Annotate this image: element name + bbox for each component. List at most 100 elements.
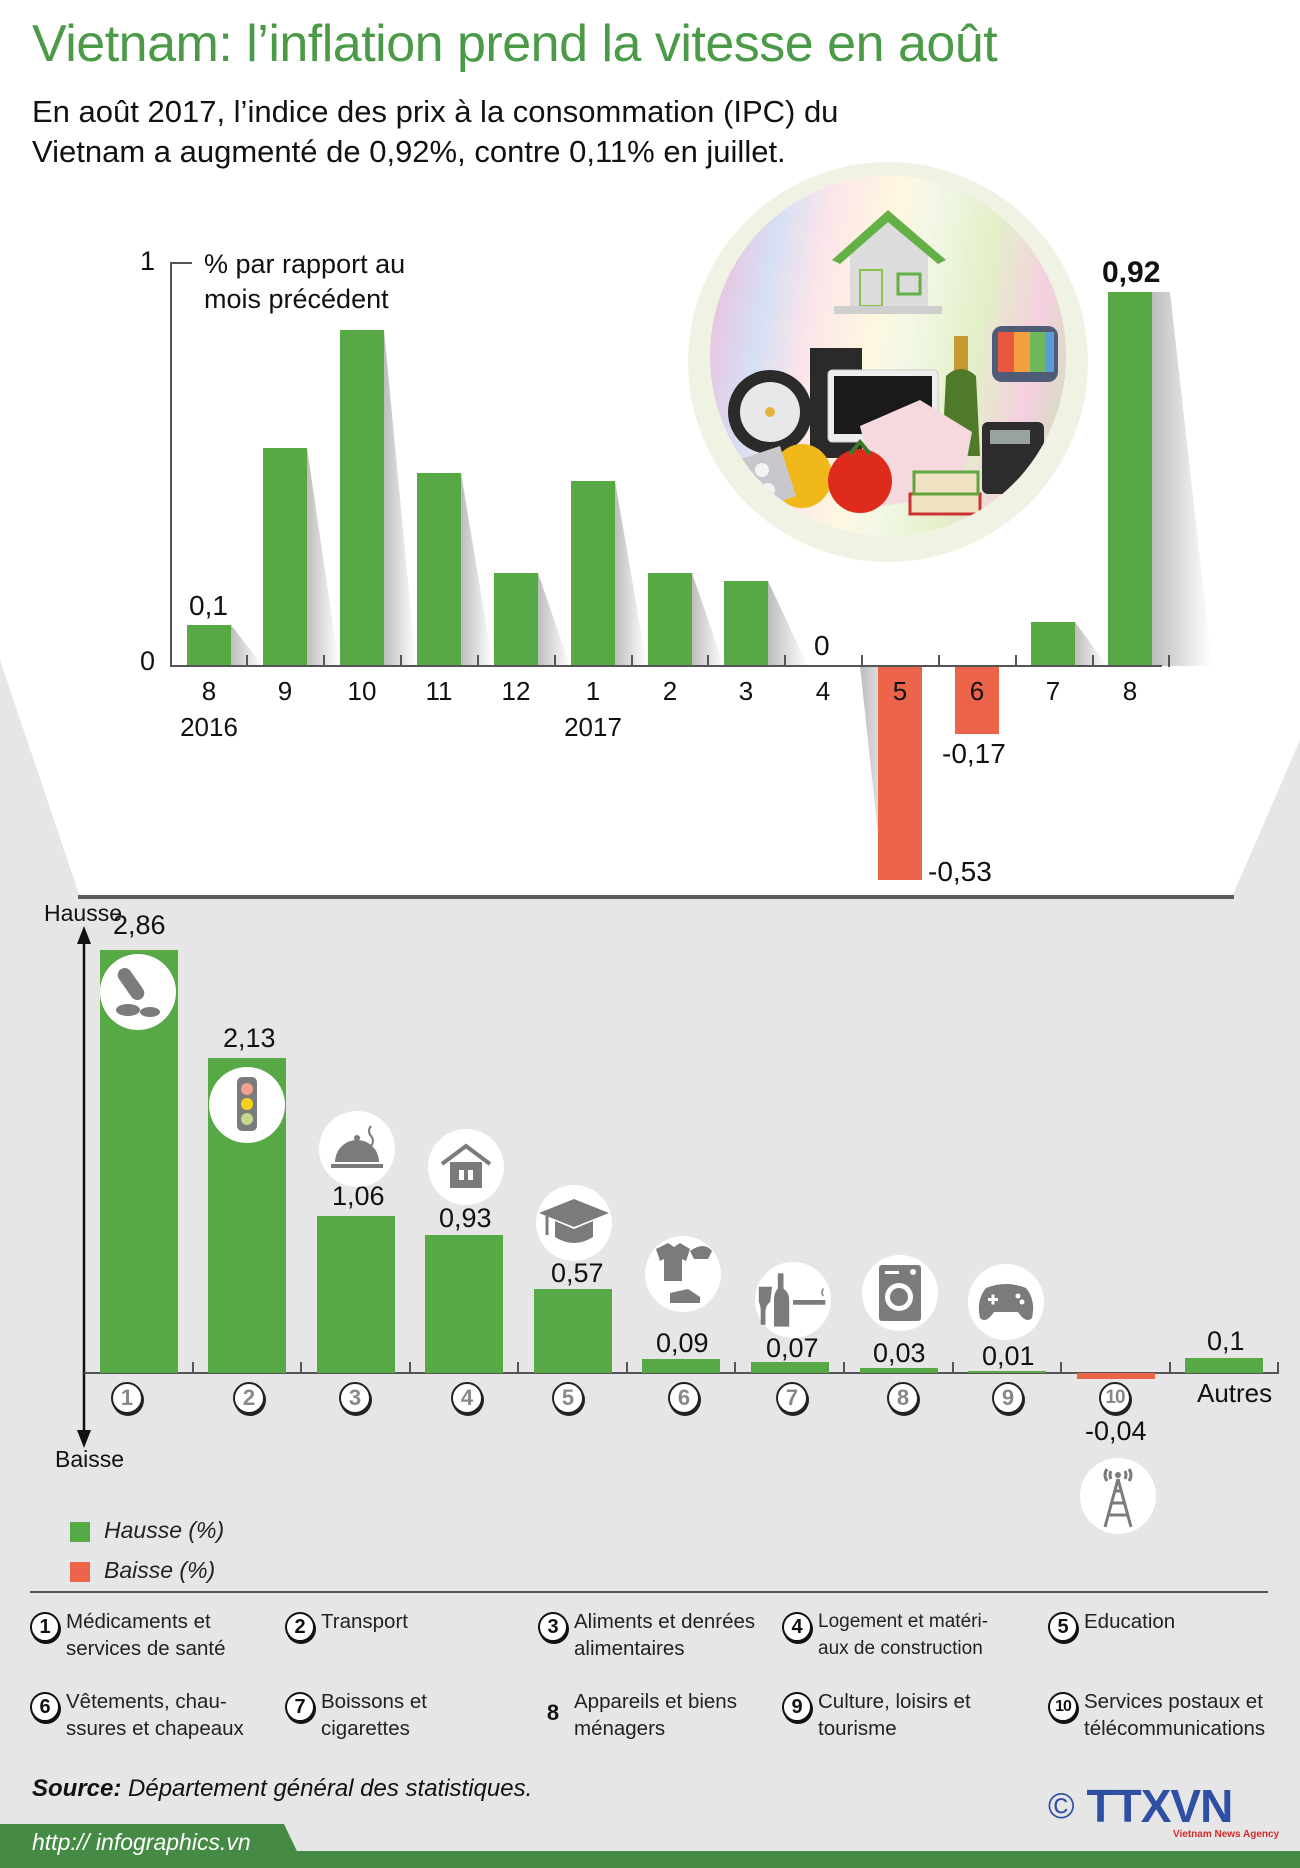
bar-2016-10 <box>340 330 384 666</box>
pills-icon <box>100 954 176 1030</box>
unit-label-line-2: mois précédent <box>204 284 389 314</box>
year-label-2016: 2016 <box>180 712 238 742</box>
axis-up-label: Hausse <box>44 900 122 926</box>
category-key-number: 7 <box>285 1692 315 1722</box>
axis-down-label: Baisse <box>55 1446 125 1472</box>
category-key-line-1: Appareils et biens <box>574 1690 737 1713</box>
gamepad-icon <box>968 1264 1044 1340</box>
category-key-line-1: Services postaux et <box>1084 1690 1263 1713</box>
clothes-icon <box>645 1236 721 1312</box>
category-badge-4: 4 <box>451 1382 483 1414</box>
category-key-number: 8 <box>546 1700 560 1725</box>
x-tick <box>1168 655 1170 667</box>
x-tick <box>1169 1362 1171 1374</box>
month-label: 9 <box>277 676 293 706</box>
bar-category-3 <box>317 1216 395 1373</box>
x-tick <box>1015 655 1017 667</box>
category-key-number: 2 <box>285 1612 315 1642</box>
x-tick <box>952 1362 954 1374</box>
website-link[interactable]: http:// infographics.vn <box>32 1829 251 1855</box>
category-key-6: 6 Vêtements, chau-ssures et chapeaux <box>30 1688 244 1742</box>
source-note: Source: Département général des statisti… <box>32 1775 532 1803</box>
year-label-2017: 2017 <box>564 712 622 742</box>
y-axis-unit-label: % par rapport au mois précédent <box>204 247 405 317</box>
month-label: 12 <box>501 676 531 706</box>
subtitle-line-1: En août 2017, l’indice des prix à la con… <box>32 94 839 129</box>
value-label-cat-5: 0,57 <box>551 1258 604 1288</box>
month-label: 3 <box>738 676 754 706</box>
category-key-10: 10 Services postaux et télécommunications <box>1048 1688 1265 1742</box>
month-label: 4 <box>815 676 831 706</box>
category-label-autres: Autres <box>1197 1378 1273 1408</box>
category-badge-9: 9 <box>992 1382 1024 1414</box>
category-key-line-2: ssures et chapeaux <box>66 1717 244 1740</box>
month-label: 7 <box>1045 676 1061 706</box>
ttxvn-logo: © TTXVN Vietnam News Agency <box>1048 1780 1279 1840</box>
category-badge-2: 2 <box>233 1382 265 1414</box>
x-tick <box>246 655 248 667</box>
legend-label-baisse: Baisse (%) <box>104 1557 216 1583</box>
logo-subtitle: Vietnam News Agency <box>1173 1829 1280 1840</box>
x-tick <box>707 655 709 667</box>
footer-tab <box>0 1824 305 1868</box>
x-tick <box>784 655 786 667</box>
y-axis-top-tick <box>170 262 192 264</box>
category-key-line-1: Médicaments et <box>66 1610 211 1633</box>
wine-cigarette-icon <box>755 1262 831 1338</box>
top-panel-background <box>0 0 1300 897</box>
x-axis <box>170 665 1162 667</box>
bar-2017-01 <box>571 481 615 666</box>
antenna-tower-icon <box>1080 1458 1156 1534</box>
food-cloche-icon <box>319 1111 395 1187</box>
month-label: 2 <box>662 676 678 706</box>
bar-2017-05 <box>878 666 922 880</box>
x-tick <box>409 1362 411 1374</box>
month-label: 8 <box>201 676 217 706</box>
x-tick <box>938 655 940 667</box>
bar-category-4 <box>425 1235 503 1373</box>
category-key-number: 3 <box>538 1612 568 1642</box>
category-key-number: 9 <box>782 1692 812 1722</box>
x-tick <box>626 1362 628 1374</box>
page-title: Vietnam: l’inflation prend la vitesse en… <box>32 15 998 73</box>
category-badge-8: 8 <box>887 1382 919 1414</box>
value-label-cat-10: -0,04 <box>1085 1416 1147 1446</box>
x-tick <box>477 655 479 667</box>
y-tick-1: 1 <box>140 246 156 276</box>
logo-text: TTXVN <box>1086 1780 1234 1832</box>
subtitle: En août 2017, l’indice des prix à la con… <box>32 92 932 172</box>
goods-collage-icon <box>720 210 1058 516</box>
category-key-number: 5 <box>1048 1612 1078 1642</box>
traffic-light-icon <box>209 1067 285 1143</box>
month-label: 10 <box>347 676 377 706</box>
value-label-2017-08: 0,92 <box>1102 256 1161 289</box>
value-label-cat-6: 0,09 <box>656 1328 709 1358</box>
category-key-3: 3 Aliments et denrées alimentaires <box>538 1608 755 1662</box>
category-key-line-1: Education <box>1084 1610 1176 1633</box>
source-text: Département général des statistiques. <box>128 1775 533 1802</box>
y-tick-0: 0 <box>140 646 156 676</box>
bar-2016-11 <box>417 473 461 666</box>
x-axis <box>84 1372 1278 1374</box>
x-tick <box>1277 1362 1279 1374</box>
subtitle-line-2: Vietnam a augmenté de 0,92%, contre 0,11… <box>32 134 786 169</box>
house-icon <box>428 1129 504 1205</box>
category-key-line-2: ménagers <box>574 1717 666 1740</box>
value-label-cat-9: 0,01 <box>982 1341 1035 1371</box>
category-key-number: 10 <box>1048 1692 1078 1722</box>
category-key-line-2: tourisme <box>818 1717 897 1740</box>
x-tick <box>861 655 863 667</box>
bar-category-autres <box>1185 1358 1263 1373</box>
x-tick <box>734 1362 736 1374</box>
category-key-line-1: Aliments et denrées <box>574 1610 756 1633</box>
footer-bar <box>0 1851 1300 1868</box>
bar-2016-12 <box>494 573 538 666</box>
category-badge-6: 6 <box>668 1382 700 1414</box>
category-key-line-2: alimentaires <box>574 1637 685 1660</box>
category-key-number: 4 <box>782 1612 812 1642</box>
bar-2016-08 <box>187 625 231 666</box>
value-label-cat-4: 0,93 <box>439 1203 492 1233</box>
bar-category-6 <box>642 1359 720 1373</box>
bar-2017-07 <box>1031 622 1075 666</box>
value-label-cat-2: 2,13 <box>223 1023 276 1053</box>
